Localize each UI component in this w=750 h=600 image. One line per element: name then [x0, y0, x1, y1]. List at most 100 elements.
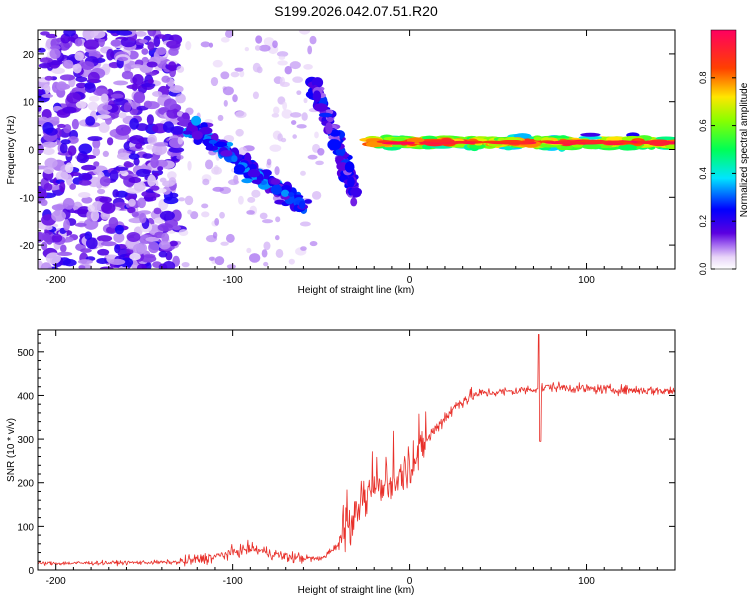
spectrogram-cell	[288, 258, 295, 265]
spectrogram-cell	[274, 166, 280, 176]
spectrogram-cell	[210, 76, 219, 87]
spectrogram-xtick-label: -200	[46, 275, 66, 286]
spectrogram-cell	[158, 263, 168, 269]
spectrogram-cell	[83, 39, 100, 50]
spectrogram-cell	[176, 65, 185, 73]
spectrogram-cell	[168, 177, 177, 186]
spectrogram-cell	[304, 199, 312, 204]
spectrogram-cell	[166, 40, 181, 49]
spectrogram-cell	[426, 139, 451, 143]
spectrogram-cell	[74, 222, 87, 227]
spectrogram-cell	[147, 134, 158, 145]
spectrogram-cell	[289, 61, 301, 70]
spectrogram-cell	[507, 137, 518, 141]
spectrogram-cell	[178, 229, 189, 237]
spectrogram-cell	[153, 36, 161, 48]
spectrogram-cell	[38, 143, 44, 154]
spectrogram-cell	[133, 91, 146, 104]
spectrogram-cell	[219, 211, 225, 219]
spectrogram-cell	[232, 94, 238, 103]
spectrogram-cell	[238, 146, 248, 157]
spectrogram-cell	[74, 38, 83, 47]
spectrogram-cell	[159, 210, 175, 221]
colorbar: 0.0 0.2 0.4 0.6 0.8 Normalized spectral ampl…	[698, 29, 750, 275]
spectrogram-cell	[261, 219, 274, 224]
spectrogram-cell	[296, 90, 302, 96]
spectrogram-cell	[74, 51, 85, 61]
spectrogram-cell	[112, 189, 120, 198]
colorbar-gradient	[710, 29, 737, 270]
spectrogram-cell	[655, 136, 675, 141]
spectrogram-cell	[72, 63, 82, 74]
spectrogram-cell	[135, 123, 149, 131]
spectrogram-cell	[63, 59, 74, 69]
spectrogram-cell	[263, 241, 271, 251]
spectrogram-cell	[311, 190, 322, 200]
spectrogram-cell	[38, 62, 52, 69]
spectrogram-cell	[84, 83, 96, 94]
spectrogram-cell	[252, 62, 261, 73]
spectrogram-cell	[76, 153, 90, 164]
spectrogram-marks	[38, 30, 675, 269]
spectrogram-cell	[258, 44, 271, 52]
spectrogram-cell	[148, 241, 160, 254]
spectrogram-cell	[93, 161, 100, 167]
spectrogram-cell	[44, 75, 54, 81]
spectrogram-cell	[38, 47, 46, 53]
spectrogram-cell	[288, 192, 295, 198]
spectrogram-cell	[533, 136, 543, 141]
spectrogram-cell	[127, 206, 136, 214]
spectrogram-cell	[223, 99, 228, 107]
spectrogram-cell	[75, 82, 87, 89]
spectrogram-cell	[326, 117, 334, 123]
spectrogram-cell	[249, 253, 261, 263]
spectrogram-ytick-label: 0	[28, 146, 34, 157]
spectrogram-cell	[109, 258, 126, 266]
spectrogram-cell	[147, 78, 154, 84]
spectrogram-cell	[49, 48, 61, 60]
spectrogram-cell	[45, 33, 58, 39]
spectrogram-cell	[128, 176, 142, 184]
snr-frame	[37, 329, 676, 571]
spectrogram-cell	[169, 85, 184, 94]
spectrogram-cell	[87, 204, 95, 212]
spectrogram-cell	[313, 103, 328, 112]
spectrogram-cell	[181, 262, 190, 268]
spectrogram-cell	[298, 200, 306, 210]
spectrogram-cell	[121, 70, 134, 80]
spectrogram-ytick-label: -10	[20, 193, 35, 204]
spectrogram-cell	[571, 144, 584, 148]
spectrogram-cell	[142, 153, 153, 159]
spectrogram-cell	[161, 232, 170, 243]
spectrogram-cell	[90, 210, 100, 222]
spectrogram-cell	[282, 101, 288, 111]
snr-ytick-label: 0	[28, 566, 34, 577]
spectrogram-cell	[191, 130, 203, 140]
spectrogram-cell	[137, 197, 146, 209]
spectrogram-cell	[138, 39, 148, 44]
snr-xtick-label: 100	[578, 576, 595, 587]
spectrogram-cell	[241, 178, 253, 184]
spectrogram-cell	[171, 209, 182, 222]
spectrogram-cell	[147, 41, 155, 51]
spectrogram-cell	[118, 112, 127, 119]
spectrogram-cell	[185, 40, 192, 51]
snr-ytick-label: 100	[17, 522, 34, 533]
spectrogram-cell	[92, 147, 101, 157]
spectrogram-cell	[80, 61, 95, 70]
colorbar-tick-label: 0.2	[698, 215, 708, 228]
spectrogram-cell	[251, 179, 262, 184]
spectrogram-cell	[276, 51, 289, 57]
spectrogram-cell	[58, 41, 71, 51]
spectrogram-cell	[233, 164, 246, 174]
spectrogram-cell	[217, 114, 224, 121]
spectrogram-cell	[136, 263, 147, 269]
spectrogram-cell	[231, 155, 238, 163]
spectrogram-cell	[178, 197, 186, 202]
spectrogram-xtick-label: -100	[223, 275, 243, 286]
spectrogram-cell	[100, 241, 117, 247]
spectrogram-cell	[62, 106, 77, 114]
